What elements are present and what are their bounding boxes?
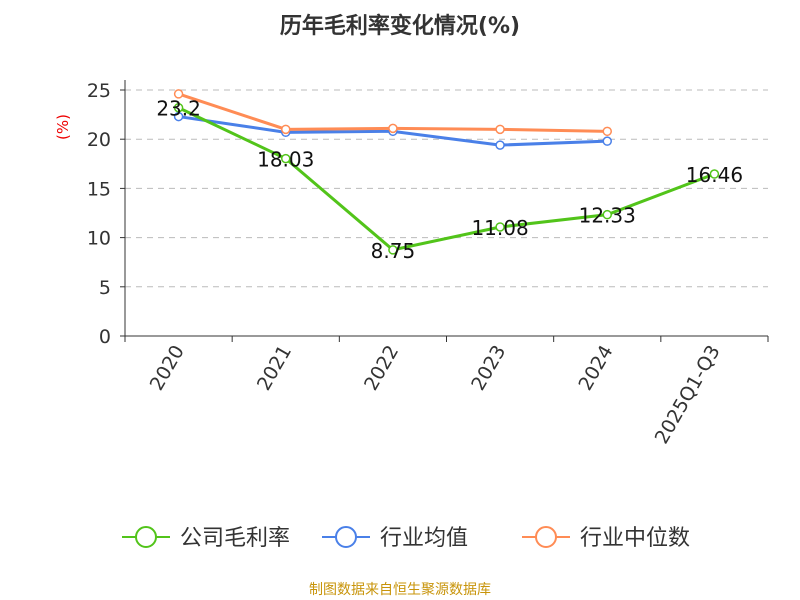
data-point[interactable] <box>388 245 398 255</box>
y-tick-label: 15 <box>87 178 111 200</box>
y-tick-label: 5 <box>99 277 111 299</box>
legend-label[interactable]: 行业中位数 <box>580 526 690 551</box>
y-tick-label: 25 <box>87 80 111 102</box>
y-axis-label: (%) <box>54 114 72 140</box>
x-tick-label: 2022 <box>360 342 403 395</box>
x-tick-label: 2021 <box>253 342 296 395</box>
y-tick-label: 20 <box>87 129 111 151</box>
legend-label[interactable]: 公司毛利率 <box>180 526 290 551</box>
data-label: 18.03 <box>257 148 314 172</box>
legend-label[interactable]: 行业均值 <box>380 526 468 551</box>
y-tick-label: 10 <box>87 228 111 250</box>
data-point[interactable] <box>495 222 505 232</box>
data-label: 23.2 <box>156 97 201 121</box>
series-line <box>177 106 715 252</box>
data-point[interactable] <box>602 136 612 146</box>
legend-marker[interactable] <box>335 526 357 548</box>
data-point[interactable] <box>173 111 184 122</box>
data-point[interactable] <box>173 102 184 113</box>
x-tick-label: 2023 <box>467 342 510 395</box>
data-point[interactable] <box>281 153 291 164</box>
data-point[interactable] <box>495 124 505 135</box>
x-tick-label: 2020 <box>146 342 189 395</box>
data-point[interactable] <box>709 169 720 179</box>
legend-marker[interactable] <box>135 526 157 548</box>
data-label: 8.75 <box>371 239 416 263</box>
data-point[interactable] <box>602 126 612 137</box>
legend-marker[interactable] <box>535 526 557 548</box>
data-label: 16.46 <box>686 163 743 187</box>
data-point[interactable] <box>602 209 612 220</box>
x-tick-label: 2024 <box>574 342 617 395</box>
footer-source: 制图数据来自恒生聚源数据库 <box>309 582 491 598</box>
data-label: 12.33 <box>579 204 636 228</box>
y-tick-label: 0 <box>99 326 111 348</box>
x-tick-label: 2025Q1-Q3 <box>651 342 725 448</box>
chart-title: 历年毛利率变化情况(%) <box>280 13 520 39</box>
data-label: 11.08 <box>471 216 528 240</box>
data-point[interactable] <box>173 89 184 99</box>
data-point[interactable] <box>495 140 505 150</box>
data-point[interactable] <box>281 124 291 135</box>
data-point[interactable] <box>388 123 398 134</box>
